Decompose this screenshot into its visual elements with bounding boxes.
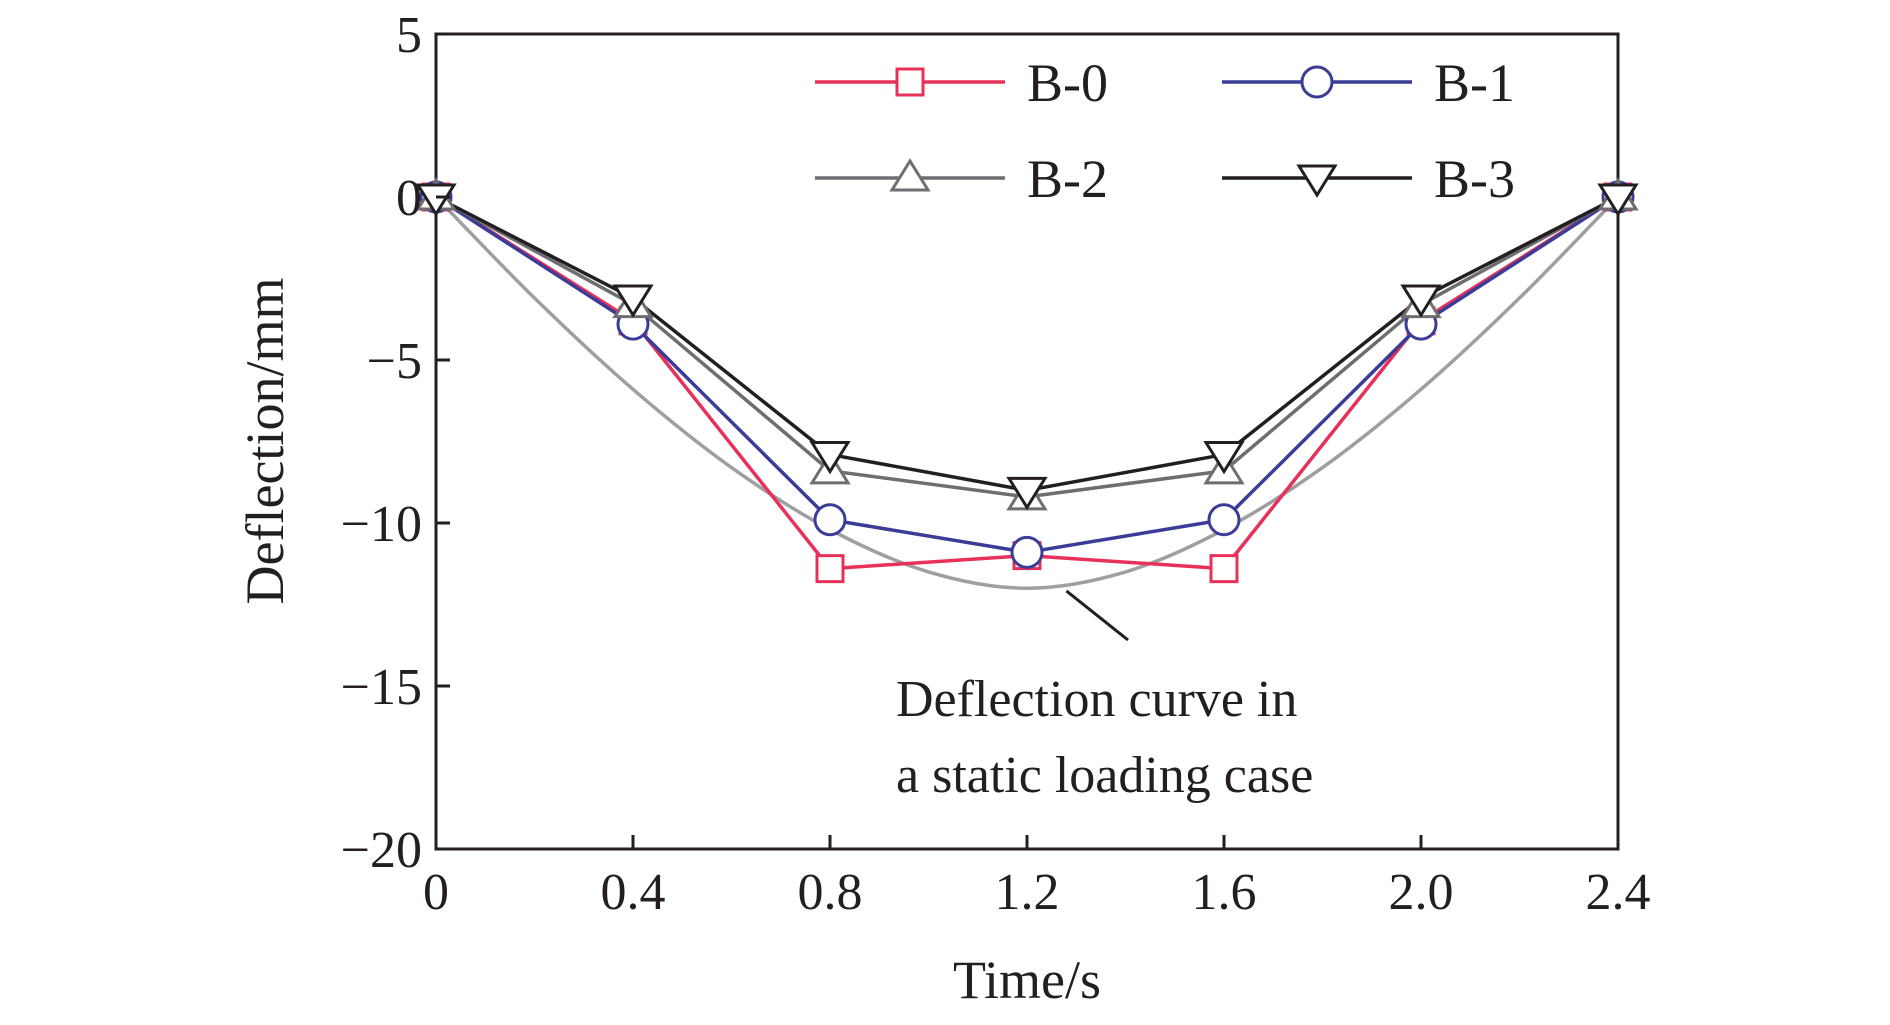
legend-marker-b-1 — [1300, 65, 1334, 99]
data-point-b-3 — [415, 183, 457, 217]
y-axis-title: Deflection/mm — [235, 278, 295, 605]
static-loading-curve — [434, 195, 1620, 590]
y-tick-label: 5 — [396, 7, 422, 64]
x-axis-title: Time/s — [953, 950, 1101, 1010]
legend: B-0 B-1 B-2 B-3 — [815, 53, 1515, 209]
legend-marker-b-0 — [895, 67, 925, 97]
data-point-b-1 — [813, 503, 847, 537]
legend-marker-b-3 — [1296, 164, 1338, 198]
data-point-b-3 — [809, 441, 851, 475]
series-line-b-3 — [435, 195, 1619, 493]
data-point-b-3 — [1203, 441, 1245, 475]
data-point-b-3 — [1597, 183, 1639, 217]
data-point-b-0 — [815, 554, 845, 584]
data-point-b-1 — [1010, 535, 1044, 569]
annotation-line: a static loading case — [896, 747, 1313, 804]
y-tick-label: −10 — [341, 496, 422, 553]
tick-layer: 0 0.4 0.8 1.2 1.6 2.0 2.4 5 0 −5 −10 −15 −20 — [341, 7, 1651, 921]
legend-label-b-3: B-3 — [1434, 149, 1515, 209]
data-point-b-3 — [1006, 476, 1048, 511]
series-line-b-0 — [435, 195, 1619, 571]
data-point-b-3 — [1400, 284, 1442, 318]
x-tick-label: 2.0 — [1389, 864, 1454, 921]
x-tick-label: 2.4 — [1586, 864, 1651, 921]
x-tick-label: 1.6 — [1192, 864, 1257, 921]
legend-label-b-1: B-1 — [1434, 53, 1515, 113]
y-tick-label: 0 — [396, 170, 422, 227]
reference-curve-layer — [434, 195, 1620, 590]
y-tick-label: −20 — [341, 822, 422, 879]
data-point-b-3 — [612, 284, 654, 318]
y-tick-label: −15 — [341, 659, 422, 716]
annotation-pointer — [1065, 589, 1129, 642]
legend-label-b-2: B-2 — [1027, 149, 1108, 209]
series-layer — [415, 177, 1639, 584]
data-point-b-1 — [1207, 503, 1241, 537]
legend-marker-b-2 — [889, 158, 931, 192]
data-point-b-0 — [1209, 554, 1239, 584]
annotation-line: Deflection curve in — [896, 671, 1297, 728]
y-tick-label: −5 — [367, 333, 422, 390]
x-tick-label: 1.2 — [995, 864, 1060, 921]
series-line-b-2 — [435, 195, 1619, 499]
legend-label-b-0: B-0 — [1027, 53, 1108, 113]
x-tick-label: 0.4 — [601, 864, 666, 921]
x-tick-label: 0 — [423, 864, 449, 921]
x-tick-label: 0.8 — [798, 864, 863, 921]
annotation: Deflection curve in a static loading case — [896, 589, 1313, 804]
